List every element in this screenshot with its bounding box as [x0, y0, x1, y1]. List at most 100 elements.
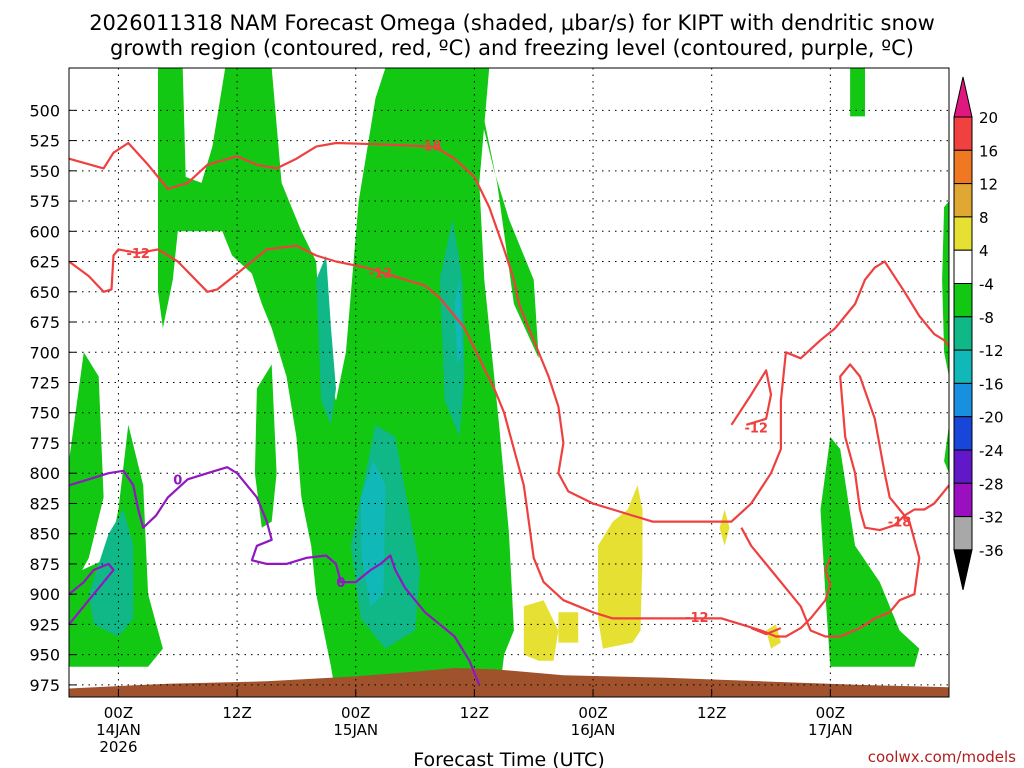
omega-region-1: [69, 352, 104, 595]
omega-region-10: [439, 219, 465, 437]
omega-region-12: [360, 461, 386, 607]
temperature-contour-3: [750, 627, 782, 636]
y-tick-label-900: 900: [29, 585, 60, 604]
colorbar-segment-6: [953, 283, 973, 318]
colorbar-label-2: 12: [979, 176, 998, 194]
y-tick-label-950: 950: [29, 646, 60, 665]
temperature-contour-4: [380, 271, 396, 278]
contour-label-5: -12: [744, 421, 768, 436]
y-tick-label-625: 625: [29, 253, 60, 272]
x-tick-label-0-2: 2026: [99, 738, 137, 756]
omega-region-4: [850, 68, 865, 117]
x-tick-label-72-1: 17JAN: [808, 721, 853, 739]
y-tick-label-975: 975: [29, 676, 60, 695]
colorbar-segment-12: [953, 482, 973, 518]
colorbar-segment-13: [953, 516, 973, 551]
omega-region-14: [523, 600, 559, 661]
colorbar-label-11: -28: [979, 475, 1004, 493]
omega-region-8: [316, 255, 336, 425]
axes-layer: 500 525 550 575 600 625 650 675 700 725 750 775 800 8…: [29, 101, 852, 756]
colorbar-label-13: -36: [979, 542, 1004, 560]
colorbar-segment-4: [953, 216, 973, 251]
colorbar-label-0: 20: [979, 109, 998, 127]
colorbar-top-arrow: [953, 76, 973, 118]
freezing-contour-7: [68, 562, 115, 626]
omega-region-17: [719, 509, 730, 546]
colorbar-label-10: -24: [979, 442, 1004, 460]
contour-label-0: -18: [418, 139, 442, 154]
credit-text: coolwx.com/models: [868, 748, 1016, 766]
temperature-contour-5: [730, 369, 773, 426]
x-tick-label-12-0: 12Z: [222, 704, 251, 722]
temperature-contour-0: [68, 141, 950, 523]
freezing-contour-6: [68, 466, 481, 686]
omega-region-15: [558, 612, 579, 643]
x-tick-label-60-0: 12Z: [697, 704, 726, 722]
colorbar-segment-2: [953, 149, 973, 185]
temperature-contour-1: [740, 363, 950, 638]
colorbar-segment-9: [953, 382, 973, 418]
colorbar-label-9: -20: [979, 409, 1004, 427]
colorbar-label-5: -4: [979, 276, 994, 294]
colorbar-segment-7: [953, 316, 973, 351]
x-tick-label-24-0: 00Z: [341, 704, 370, 722]
y-tick-label-550: 550: [29, 162, 60, 181]
omega-region-5: [942, 201, 949, 377]
y-tick-label-825: 825: [29, 494, 60, 513]
colorbar-bottom-arrow: [953, 549, 973, 591]
omega-region-3: [254, 364, 277, 528]
omega-region-7: [944, 424, 949, 474]
contour-label-3: -12: [685, 611, 709, 626]
chart-title-line2: growth region (contoured, red, ºC) and f…: [110, 36, 914, 60]
y-tick-label-575: 575: [29, 192, 60, 211]
contour-label-4: -12: [369, 266, 393, 281]
colorbar-label-3: 8: [979, 209, 989, 227]
omega-region-0: [158, 68, 539, 697]
y-tick-label-525: 525: [29, 132, 60, 151]
y-tick-label-775: 775: [29, 434, 60, 453]
y-tick-label-725: 725: [29, 374, 60, 393]
colorbar-segment-8: [953, 349, 973, 384]
contour-label-6: 0: [173, 473, 182, 488]
colorbar-segment-5: [953, 249, 973, 284]
x-tick-label-0-1: 14JAN: [96, 721, 141, 739]
contour-layer: -18 -18 -12 -12 -12 -12 0 0: [68, 139, 950, 686]
y-tick-label-675: 675: [29, 313, 60, 332]
chart-title-line1: 2026011318 NAM Forecast Omega (shaded, μ…: [89, 11, 935, 35]
colorbar-segment-11: [953, 449, 973, 484]
y-tick-label-875: 875: [29, 555, 60, 574]
x-tick-label-24-1: 15JAN: [333, 721, 378, 739]
colorbar-label-8: -16: [979, 375, 1004, 393]
x-tick-label-48-0: 00Z: [578, 704, 607, 722]
contour-label-7: 0: [336, 576, 345, 591]
y-tick-label-600: 600: [29, 222, 60, 241]
y-tick-label-750: 750: [29, 404, 60, 423]
omega-region-16: [598, 485, 643, 649]
y-tick-label-850: 850: [29, 525, 60, 544]
x-tick-label-0-0: 00Z: [104, 704, 133, 722]
colorbar-label-6: -8: [979, 309, 994, 327]
terrain-layer: [69, 668, 949, 697]
y-tick-label-800: 800: [29, 464, 60, 483]
contour-label-1: -18: [888, 516, 912, 531]
grid-layer: [69, 68, 949, 697]
x-axis-label: Forecast Time (UTC): [413, 749, 604, 768]
y-tick-label-925: 925: [29, 615, 60, 634]
temperature-contour-2: [68, 244, 832, 638]
y-tick-label-500: 500: [29, 101, 60, 120]
colorbar-segment-1: [953, 116, 973, 151]
x-tick-label-72-0: 00Z: [816, 704, 845, 722]
omega-shading-layer: [69, 68, 949, 697]
colorbar-segment-10: [953, 416, 973, 451]
contour-label-2: -12: [126, 247, 150, 262]
colorbar-label-12: -32: [979, 509, 1004, 527]
y-tick-label-650: 650: [29, 283, 60, 302]
colorbar-label-1: 16: [979, 142, 998, 160]
colorbar-label-7: -12: [979, 342, 1004, 360]
x-tick-label-48-1: 16JAN: [571, 721, 616, 739]
colorbar-label-4: 4: [979, 242, 989, 260]
omega-region-6: [820, 436, 920, 667]
terrain-surface: [69, 668, 949, 697]
y-tick-label-700: 700: [29, 343, 60, 362]
